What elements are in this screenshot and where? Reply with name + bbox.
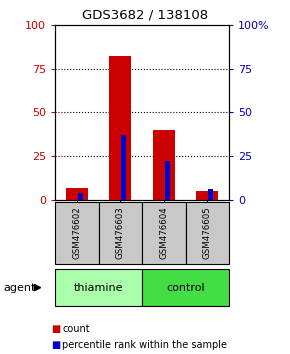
Bar (78, 193, 83, 200)
Text: GSM476603: GSM476603 (116, 206, 125, 259)
Text: GSM476604: GSM476604 (159, 206, 168, 259)
Text: agent: agent (3, 282, 35, 293)
Bar (110, 56, 131, 200)
Text: ■: ■ (51, 324, 60, 334)
Text: GSM476602: GSM476602 (72, 206, 81, 259)
Text: count: count (62, 324, 90, 334)
Bar (165, 161, 170, 200)
Text: GDS3682 / 138108: GDS3682 / 138108 (82, 9, 208, 22)
Bar (66, 188, 88, 200)
Bar (153, 130, 175, 200)
Text: control: control (166, 282, 205, 293)
Text: ■: ■ (51, 340, 60, 350)
Text: GSM476605: GSM476605 (203, 206, 212, 259)
Bar (121, 135, 126, 200)
Bar (197, 191, 218, 200)
Text: percentile rank within the sample: percentile rank within the sample (62, 340, 227, 350)
Text: thiamine: thiamine (74, 282, 123, 293)
Bar (208, 189, 213, 200)
